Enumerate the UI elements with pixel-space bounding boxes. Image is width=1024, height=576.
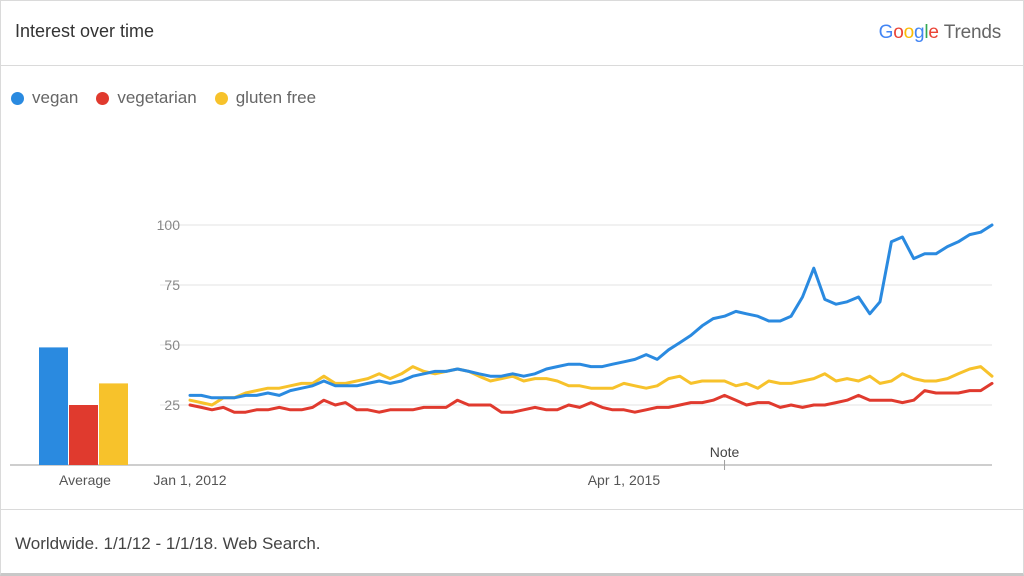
legend-dot-gluten-free [214, 91, 228, 105]
google-trends-logo[interactable]: Google Trends [878, 22, 1002, 44]
legend-dot-vegan [11, 91, 24, 105]
brand-letter-4: g [913, 22, 925, 43]
chart-legend: vegan vegetarian gluten free [11, 87, 316, 109]
brand-suffix: Trends [943, 22, 1001, 43]
y-tick-label-100: 100 [157, 217, 181, 233]
y-tick-label-25: 25 [164, 397, 180, 413]
legend-item-vegan[interactable]: vegan [11, 88, 78, 108]
legend-item-gluten-free[interactable]: gluten free [214, 88, 317, 108]
brand-letter-6: e [928, 22, 939, 43]
series-line-gluten-free [188, 365, 994, 407]
y-tick-label-75: 75 [164, 277, 180, 293]
card-footer: Worldwide. 1/1/12 - 1/1/18. Web Search. [1, 509, 1023, 574]
card-header: Interest over time Google Trends [1, 1, 1023, 66]
series-line-vegetarian [188, 381, 994, 414]
brand-letter-1: G [878, 22, 894, 43]
brand-letter-2: o [893, 22, 904, 43]
y-tick-label-50: 50 [164, 337, 180, 353]
footer-scope-text: Worldwide. 1/1/12 - 1/1/18. Web Search. [15, 534, 321, 553]
annotation-note-label: Note [710, 444, 740, 460]
brand-letter-3: o [903, 22, 915, 43]
average-label: Average [59, 472, 111, 488]
card-title: Interest over time [15, 21, 155, 41]
legend-item-vegetarian[interactable]: vegetarian [96, 88, 197, 108]
legend-label-vegetarian: vegetarian [117, 88, 197, 107]
legend-label-vegan: vegan [32, 88, 79, 107]
series-line-vegan [188, 223, 994, 400]
x-tick-label-1: Apr 1, 2015 [588, 472, 661, 488]
brand-letter-5: l [924, 22, 929, 43]
legend-dot-vegetarian [96, 91, 110, 105]
average-bar-vegan [39, 347, 68, 465]
x-tick-label-0: Jan 1, 2012 [153, 472, 226, 488]
average-bar-gluten-free [99, 383, 128, 465]
legend-label-gluten-free: gluten free [235, 88, 317, 107]
average-bar-vegetarian [69, 405, 98, 465]
